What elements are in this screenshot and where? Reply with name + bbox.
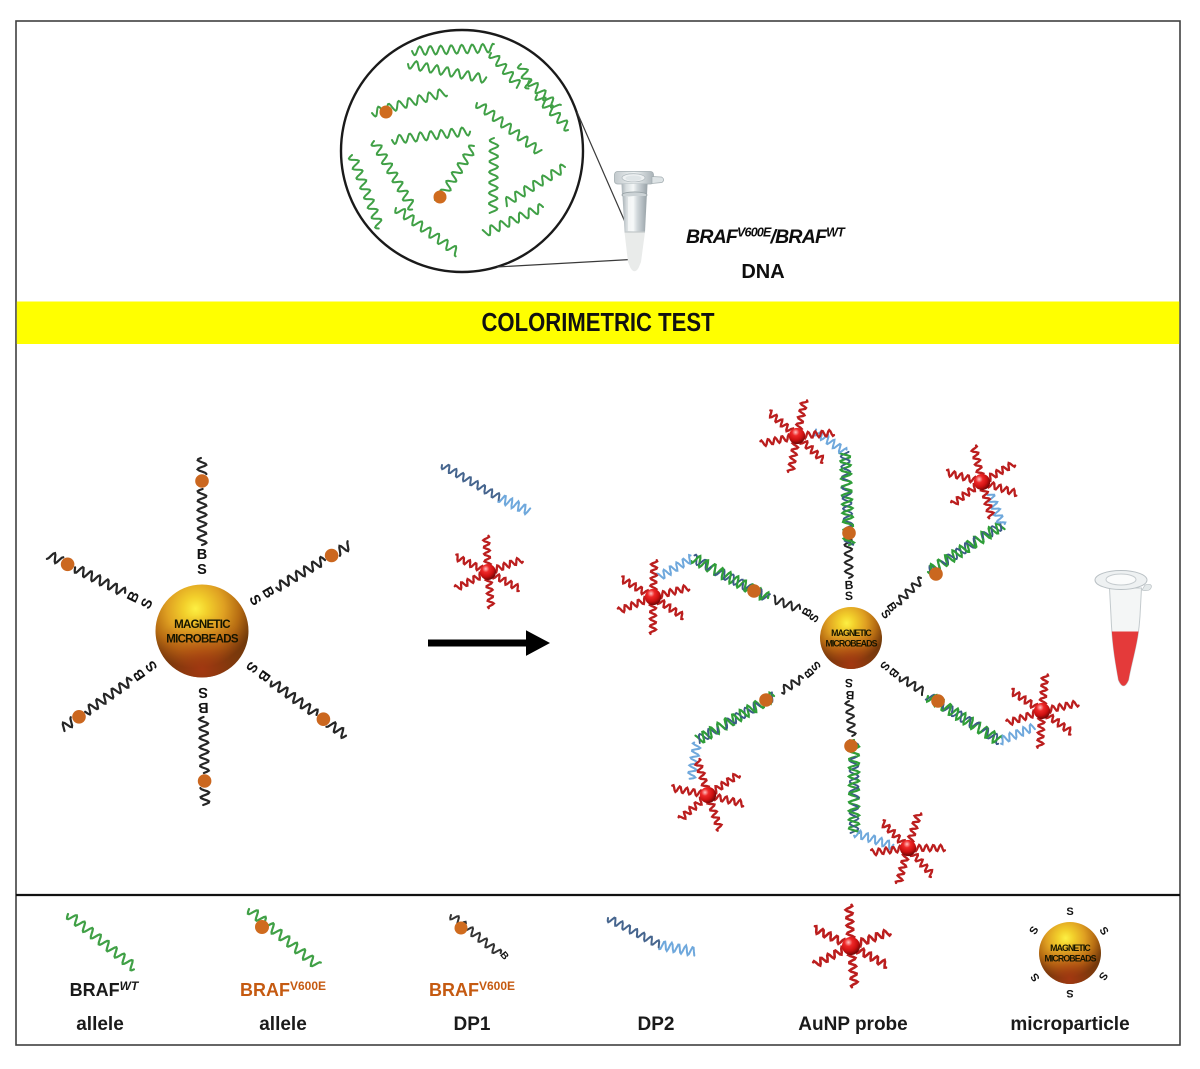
svg-text:S: S (1066, 987, 1073, 999)
svg-text:S: S (845, 589, 854, 603)
svg-text:allele: allele (259, 1014, 307, 1035)
svg-text:DP1: DP1 (454, 1014, 491, 1035)
svg-text:DP2: DP2 (638, 1014, 675, 1035)
svg-text:S: S (197, 562, 207, 578)
svg-text:S: S (1066, 906, 1073, 918)
svg-text:MICROBEADS: MICROBEADS (166, 634, 239, 646)
svg-text:B: B (845, 688, 855, 702)
svg-text:microparticle: microparticle (1010, 1014, 1129, 1035)
svg-text:MAGNETIC: MAGNETIC (174, 619, 230, 631)
svg-text:MAGNETIC: MAGNETIC (831, 628, 872, 638)
svg-text:B: B (197, 547, 207, 563)
svg-text:MICROBEADS: MICROBEADS (825, 639, 877, 649)
svg-text:MICROBEADS: MICROBEADS (1044, 954, 1096, 964)
svg-text:COLORIMETRIC TEST: COLORIMETRIC TEST (481, 308, 714, 337)
svg-text:S: S (198, 684, 208, 700)
svg-text:MAGNETIC: MAGNETIC (1050, 943, 1091, 953)
svg-text:allele: allele (76, 1014, 124, 1035)
svg-text:AuNP probe: AuNP probe (798, 1014, 907, 1035)
svg-text:DNA: DNA (741, 261, 784, 283)
svg-text:B: B (844, 578, 854, 592)
svg-text:BRAFV600E/BRAFWT: BRAFV600E/BRAFWT (686, 226, 846, 249)
svg-text:S: S (845, 676, 854, 690)
svg-text:B: B (198, 699, 209, 715)
